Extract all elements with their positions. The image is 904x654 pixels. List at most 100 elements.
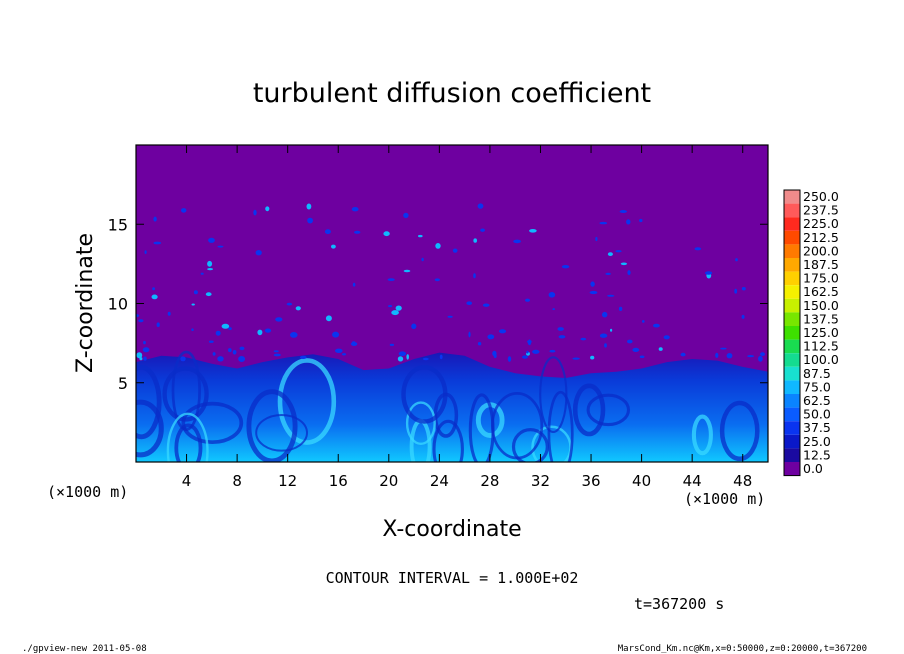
x-tick-label: 36: [581, 472, 600, 490]
colorbar-swatch: [784, 285, 800, 299]
turbulent-patch: [525, 298, 530, 302]
eddy: [586, 393, 631, 427]
turbulent-patch: [153, 241, 162, 245]
turbulent-patch: [152, 287, 156, 291]
turbulent-patch: [138, 319, 144, 323]
turbulent-patch: [232, 350, 237, 355]
turbulent-patch: [191, 303, 195, 306]
colorbar-swatch: [784, 339, 800, 354]
turbulent-patch: [335, 348, 343, 353]
turbulent-patch: [720, 347, 727, 350]
turbulent-patch: [142, 347, 150, 353]
x-axis-ticks: 4 8 12 16 20 24 28 32 36 40 44 48: [182, 145, 752, 490]
turbulent-patch: [143, 356, 147, 361]
turbulent-patch: [590, 355, 595, 360]
colorbar-swatch: [784, 244, 800, 258]
colorbar-swatch: [784, 394, 800, 408]
turbulent-patch: [498, 329, 507, 334]
colorbar-label: 0.0: [803, 461, 823, 476]
turbulent-patch: [487, 334, 495, 340]
turbulent-patch: [632, 347, 640, 352]
turbulent-patch: [480, 228, 485, 232]
colorbar-label: 25.0: [803, 434, 831, 449]
turbulent-patch: [351, 207, 359, 212]
turbulent-patch: [618, 306, 623, 311]
turbulent-patch: [507, 356, 512, 362]
colorbar-label: 125.0: [803, 325, 839, 340]
turbulent-patch: [452, 248, 458, 253]
colorbar-swatch: [784, 380, 800, 394]
x-tick-label: 24: [430, 472, 449, 490]
eddy: [171, 350, 201, 431]
chart-title: turbulent diffusion coefficient: [253, 78, 651, 109]
eddy: [255, 414, 309, 452]
colorbar-swatch: [784, 258, 800, 272]
turbulent-patch: [306, 203, 312, 210]
x-axis-label: X-coordinate: [382, 517, 521, 542]
x-tick-label: 32: [531, 472, 550, 490]
turbulent-patch: [590, 281, 595, 287]
eddy: [511, 428, 549, 462]
x-unit-left: (×1000 m): [47, 483, 128, 501]
turbulent-patch: [658, 347, 663, 351]
turbulent-patch: [228, 348, 232, 353]
plot-area: [136, 145, 768, 462]
turbulent-patch: [572, 357, 580, 360]
turbulent-patch: [411, 323, 417, 330]
y-axis-label: Z-coordinate: [73, 233, 98, 373]
colorbar: 250.0237.5225.0212.5200.0187.5175.0162.5…: [783, 189, 839, 477]
turbulent-patch: [552, 308, 555, 311]
turbulent-patch: [239, 346, 245, 351]
turbulent-patch: [694, 247, 702, 251]
turbulent-patch: [388, 305, 393, 308]
turbulent-patch: [207, 260, 213, 267]
turbulent-patch: [332, 331, 340, 338]
colorbar-label: 225.0: [803, 216, 839, 231]
turbulent-patch: [741, 314, 745, 319]
y-axis-ticks: 5 10 15: [108, 215, 768, 393]
turbulent-patch: [265, 206, 270, 212]
eddy: [719, 400, 760, 462]
y-tick-label: 5: [118, 374, 128, 393]
turbulent-patch: [208, 237, 215, 243]
turbulent-patch: [492, 350, 497, 357]
turbulent-patch: [602, 311, 608, 318]
colorbar-label: 100.0: [803, 352, 839, 367]
turbulent-patch: [299, 355, 307, 359]
colorbar-swatch: [784, 353, 800, 367]
eddy: [136, 399, 164, 458]
turbulent-patch: [626, 219, 631, 225]
turbulent-patch: [156, 322, 160, 328]
colorbar-swatch: [784, 298, 800, 313]
turbulent-patch: [215, 330, 221, 336]
turbulent-patch: [758, 355, 763, 362]
turbulent-patch: [255, 250, 262, 256]
turbulent-patch: [383, 231, 390, 237]
eddy: [405, 401, 436, 446]
turbulent-patch: [181, 208, 187, 213]
turbulent-patch: [580, 337, 587, 341]
colorbar-swatch: [784, 448, 800, 462]
turbulent-patch: [435, 243, 441, 249]
turbulent-patch: [238, 356, 246, 362]
turbulent-patch: [529, 229, 537, 233]
eddy: [547, 390, 574, 462]
turbulent-patch: [477, 203, 484, 209]
turbulent-patch: [726, 353, 733, 359]
turbulent-patch: [398, 351, 407, 357]
turbulent-patch: [193, 290, 198, 295]
turbulent-patch: [653, 323, 660, 328]
turbulent-patch: [208, 340, 214, 343]
turbulent-patch: [257, 329, 263, 336]
turbulent-patch: [418, 234, 423, 238]
x-tick-label: 12: [278, 472, 297, 490]
turbulent-patch: [627, 270, 631, 276]
turbulent-patch: [557, 327, 564, 331]
colorbar-swatch: [784, 203, 800, 218]
turbulent-patch: [264, 328, 272, 333]
turbulent-patch: [522, 355, 528, 359]
turbulent-patch: [447, 315, 453, 318]
turbulent-patch: [589, 290, 598, 295]
eddy: [166, 412, 209, 462]
